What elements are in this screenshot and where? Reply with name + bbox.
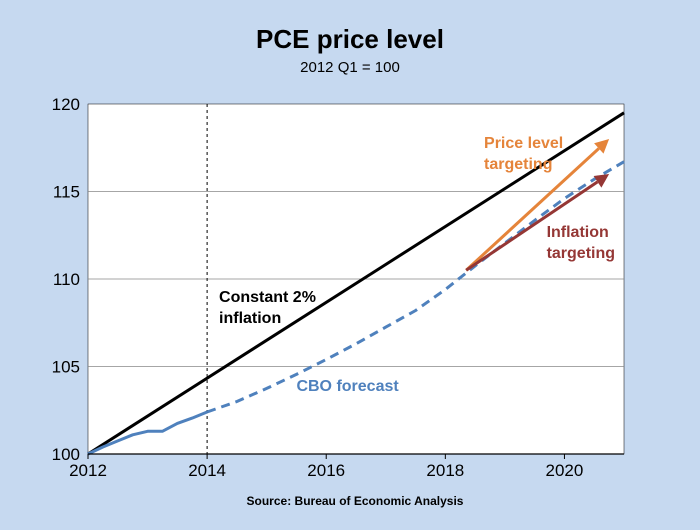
x-tick-label: 2012 [69,461,107,480]
arrow-shaft-price [465,147,600,272]
annotation-line: Price level [484,135,563,152]
x-tick-label: 2016 [307,461,345,480]
annotation-line: inflation [219,310,281,327]
y-tick-label: 100 [52,445,80,464]
y-tick-label: 120 [52,95,80,114]
series-line-actual [87,410,208,456]
arrow-head-price [594,139,610,154]
annotation-line: Constant 2% [219,289,316,306]
chart-subtitle: 2012 Q1 = 100 [300,59,400,76]
series-group [87,111,625,456]
annotation-line: CBO forecast [296,378,399,395]
annotation-inflation: Inflation targeting [547,224,615,262]
series-line-constant [87,111,625,456]
annotation-price: Price level targeting [484,135,563,173]
axes: 100 105 110 115 120 2012 2014 2016 2018 2020 [52,95,624,480]
annotation-constant: Constant 2% inflation [219,289,316,327]
gridlines [88,191,624,367]
annotation-cbo: CBO forecast [296,378,399,395]
chart-title: PCE price level [256,24,444,54]
annotation-line: targeting [484,156,552,173]
y-tick-label: 110 [53,270,80,289]
arrow-head-inflation [593,174,610,188]
source-note: Source: Bureau of Economic Analysis [247,494,464,508]
annotation-line: Inflation [547,224,609,241]
annotation-line: targeting [547,245,615,262]
arrow-group [465,139,610,272]
y-tick-label: 115 [53,183,80,202]
y-tick-label: 105 [52,358,80,377]
x-tick-label: 2018 [426,461,464,480]
x-tick-label: 2020 [546,461,584,480]
annotation-group: Constant 2% inflation CBO forecast Price le… [219,135,615,395]
series-line-cbo [206,160,625,414]
arrow-shaft-inflation [465,180,599,272]
x-tick-label: 2014 [188,461,226,480]
